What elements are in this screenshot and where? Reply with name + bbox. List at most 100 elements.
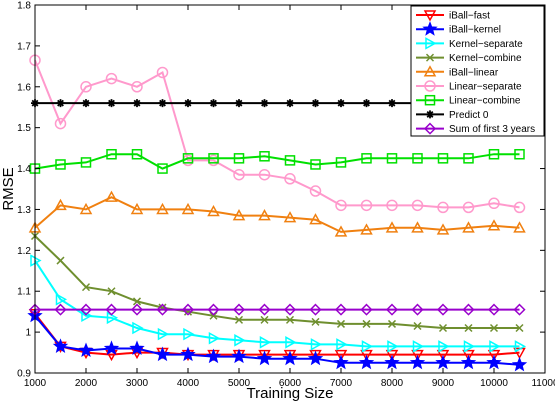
data-point-predict-0: [388, 99, 396, 108]
data-point-sum-of-first-3-years: [79, 303, 93, 316]
data-point-linear-combine: [412, 153, 423, 164]
data-point-kernel-separate: [183, 327, 195, 341]
series-kernel-combine: [30, 231, 524, 333]
data-point-sum-of-first-3-years: [105, 303, 118, 316]
legend-label: iBall−kernel: [449, 25, 501, 36]
series-line-iball-linear: [34, 196, 520, 233]
legend-item-linear-separate: Linear−separate: [416, 80, 522, 93]
data-point-kernel-separate: [55, 293, 68, 306]
data-point-sum-of-first-3-years: [487, 303, 501, 316]
y-tick-label: 1.8: [17, 1, 31, 12]
data-point-iball-kernel: [358, 354, 375, 370]
data-point-linear-combine: [157, 163, 168, 174]
legend-item-iball-linear: iBall−linear: [416, 65, 499, 78]
data-point-iball-kernel: [256, 350, 273, 366]
data-point-kernel-combine: [515, 323, 524, 333]
y-tick-label: 1.4: [17, 164, 31, 175]
x-tick-label: 8000: [381, 378, 404, 389]
legend-marker-iball-linear: [423, 65, 437, 77]
data-point-predict-0: [286, 99, 294, 108]
y-tick-label: 1.5: [17, 123, 31, 134]
data-point-iball-fast: [436, 349, 450, 362]
data-point-sum-of-first-3-years: [360, 303, 373, 316]
legend-label: Linear−separate: [449, 82, 522, 93]
data-point-iball-fast: [309, 349, 322, 362]
y-tick-label: 1.2: [17, 246, 31, 257]
data-point-kernel-separate: [259, 336, 272, 349]
data-point-iball-fast: [258, 349, 271, 362]
y-tick-label: 1.1: [17, 287, 31, 298]
data-point-predict-0: [311, 99, 320, 108]
data-point-linear-combine: [80, 157, 92, 168]
y-tick-label: 0.9: [17, 369, 31, 380]
data-point-kernel-separate: [208, 331, 221, 345]
data-point-linear-combine: [463, 153, 474, 164]
y-axis-title: RMSE: [0, 167, 17, 210]
ticks-layer: 1000 2000 3000 4000 5000 6000 7000 8000 9000 1000…: [17, 1, 555, 390]
data-point-iball-fast: [283, 349, 297, 362]
data-point-iball-kernel: [460, 354, 477, 370]
data-point-predict-0: [133, 99, 141, 108]
data-point-kernel-combine: [285, 315, 295, 324]
data-point-iball-fast: [334, 349, 348, 362]
data-point-linear-combine: [106, 148, 117, 160]
data-point-iball-linear: [105, 190, 118, 202]
data-point-iball-linear: [156, 202, 169, 215]
data-point-iball-linear: [411, 221, 424, 233]
data-point-linear-combine: [361, 153, 372, 164]
data-point-iball-linear: [181, 202, 195, 215]
series-line-kernel-combine: [34, 235, 520, 329]
data-point-sum-of-first-3-years: [334, 303, 348, 316]
data-point-sum-of-first-3-years: [385, 303, 399, 316]
legend-marker-kernel-combine: [425, 53, 435, 62]
data-point-iball-linear: [309, 213, 322, 225]
data-point-iball-kernel: [103, 340, 120, 355]
data-point-iball-fast: [385, 349, 399, 362]
data-point-predict-0: [260, 99, 269, 108]
data-point-predict-0: [209, 99, 218, 108]
data-point-iball-linear: [79, 202, 93, 215]
data-point-predict-0: [158, 99, 167, 108]
data-point-linear-separate: [386, 199, 398, 212]
data-point-kernel-separate: [285, 336, 297, 349]
data-point-iball-fast: [411, 349, 424, 362]
data-point-linear-separate: [80, 81, 92, 93]
data-point-sum-of-first-3-years: [207, 303, 220, 316]
data-point-sum-of-first-3-years: [258, 303, 271, 316]
legend-marker-predict-0: [426, 110, 434, 119]
data-point-linear-combine: [131, 148, 143, 160]
data-point-iball-linear: [360, 223, 373, 235]
data-point-iball-linear: [334, 225, 348, 237]
x-tick-label: 5000: [228, 378, 251, 389]
data-point-predict-0: [362, 99, 371, 108]
x-axis-title: Training Size: [247, 385, 334, 402]
data-point-iball-linear: [54, 198, 67, 211]
data-point-kernel-separate: [489, 340, 501, 353]
data-point-linear-separate: [411, 199, 424, 212]
series-linear-combine: [29, 148, 525, 174]
data-point-iball-kernel: [333, 354, 349, 370]
data-point-linear-combine: [55, 159, 66, 170]
data-point-predict-0: [82, 99, 90, 108]
data-point-kernel-combine: [81, 283, 91, 292]
legend-label: iBall−fast: [449, 11, 490, 22]
x-tick-label: 4000: [177, 378, 200, 389]
data-point-linear-separate: [156, 66, 169, 79]
data-point-kernel-separate: [106, 311, 119, 325]
data-point-linear-separate: [488, 197, 500, 210]
data-point-kernel-combine: [489, 323, 499, 333]
x-tick-label: 7000: [330, 378, 353, 389]
data-point-sum-of-first-3-years: [436, 303, 450, 316]
data-point-iball-kernel: [180, 346, 196, 362]
data-point-kernel-separate: [132, 321, 144, 335]
data-point-iball-kernel: [231, 348, 247, 364]
data-point-sum-of-first-3-years: [181, 303, 195, 316]
data-point-predict-0: [337, 99, 345, 108]
data-point-iball-linear: [232, 209, 246, 221]
data-point-sum-of-first-3-years: [232, 303, 246, 316]
data-point-predict-0: [184, 99, 192, 108]
data-point-iball-linear: [385, 221, 399, 233]
x-tick-label: 6000: [279, 378, 302, 389]
